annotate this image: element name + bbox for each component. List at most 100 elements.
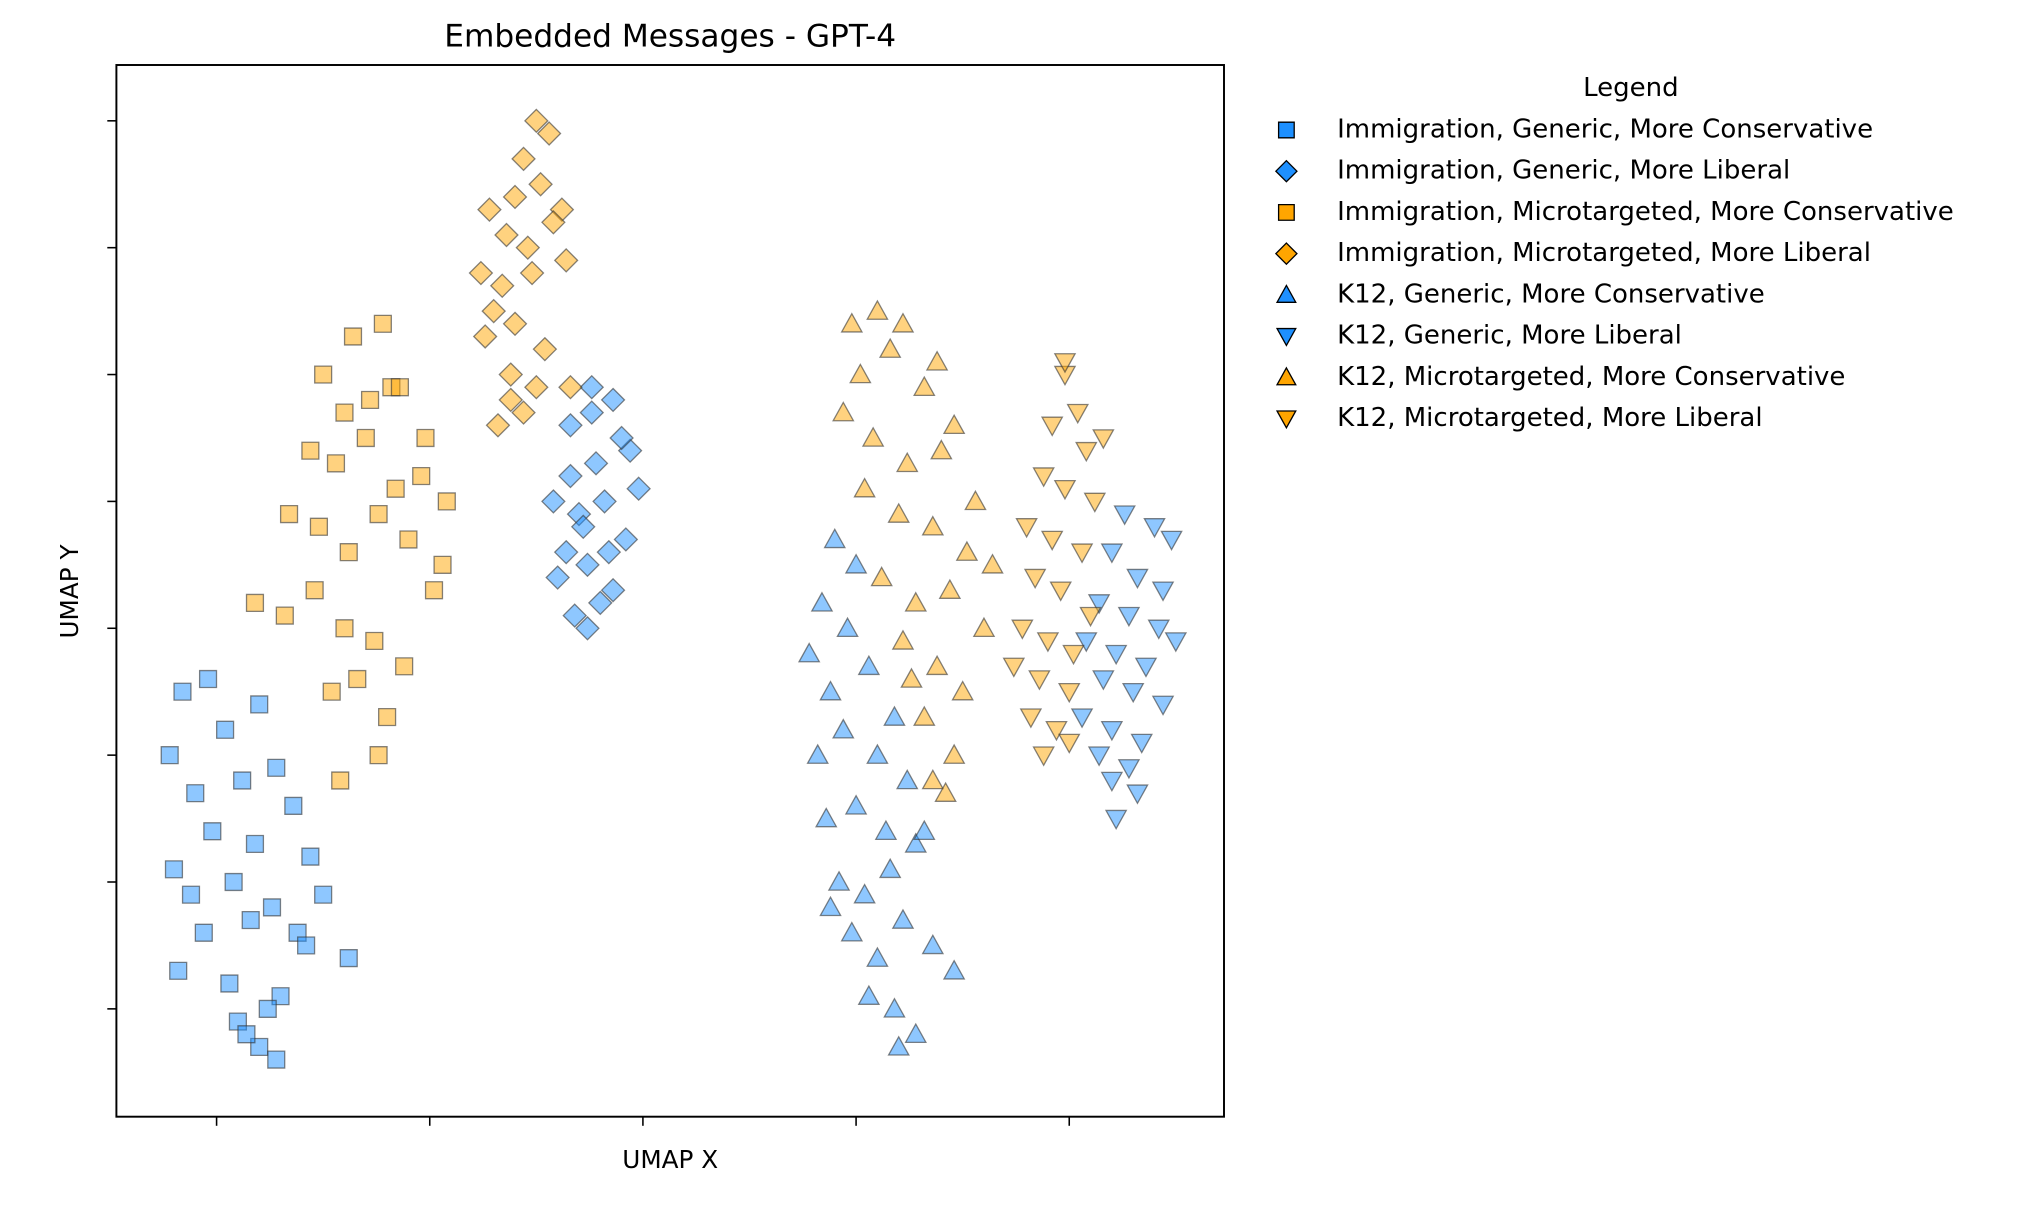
point	[925, 654, 949, 676]
point	[369, 746, 388, 765]
point	[1011, 619, 1034, 640]
legend-label: K12, Generic, More Liberal	[1337, 321, 1682, 351]
point	[925, 350, 949, 371]
legend-marker	[1277, 203, 1295, 221]
point	[600, 577, 626, 603]
point	[498, 387, 524, 413]
point	[844, 794, 868, 815]
point	[913, 819, 936, 841]
point	[938, 578, 962, 599]
x-axis-label: UMAP X	[622, 1145, 718, 1174]
point	[297, 936, 316, 955]
point	[343, 327, 363, 346]
point	[853, 477, 876, 498]
legend-marker	[1277, 121, 1295, 139]
point	[1040, 530, 1064, 551]
point	[536, 121, 562, 146]
point	[836, 616, 859, 638]
point	[399, 530, 418, 549]
point	[613, 527, 639, 552]
point	[1143, 518, 1166, 539]
point	[857, 984, 881, 1005]
point	[1160, 530, 1183, 551]
point	[369, 504, 388, 524]
point	[1019, 708, 1043, 729]
point	[895, 769, 919, 790]
point	[866, 946, 889, 967]
point	[942, 743, 966, 764]
point	[553, 539, 579, 565]
point	[964, 489, 987, 511]
point	[301, 441, 320, 460]
point	[1134, 657, 1158, 678]
point	[814, 807, 838, 828]
point	[314, 885, 333, 904]
point	[1092, 429, 1115, 450]
point	[216, 720, 235, 739]
point	[866, 743, 889, 764]
point	[173, 682, 192, 701]
point	[942, 959, 966, 980]
point	[1057, 682, 1081, 704]
point	[913, 705, 936, 726]
point	[339, 543, 358, 562]
point	[245, 593, 265, 613]
legend-label: K12, Microtargeted, More Liberal	[1337, 403, 1763, 433]
point	[878, 857, 902, 879]
point	[279, 504, 299, 524]
point	[395, 657, 414, 676]
point	[1151, 581, 1175, 602]
point	[806, 743, 829, 764]
point	[284, 796, 303, 815]
point	[981, 553, 1004, 574]
point	[468, 260, 494, 286]
point	[412, 466, 431, 486]
point	[1066, 403, 1090, 425]
point	[532, 336, 558, 362]
legend-marker	[1275, 327, 1297, 347]
point	[511, 400, 536, 425]
point	[275, 606, 294, 625]
point	[891, 908, 915, 929]
point	[1023, 568, 1047, 590]
legend-marker	[1275, 366, 1297, 386]
point	[878, 337, 902, 358]
point	[477, 197, 502, 222]
point	[1083, 492, 1107, 513]
point	[1036, 632, 1060, 653]
point	[494, 222, 519, 248]
point	[1079, 606, 1102, 628]
point	[498, 362, 524, 387]
point	[930, 439, 953, 460]
legend-marker	[1274, 242, 1298, 266]
point	[519, 260, 545, 286]
point	[348, 669, 367, 689]
point	[579, 374, 605, 400]
point	[1126, 568, 1149, 590]
point	[891, 312, 915, 333]
point	[250, 695, 269, 714]
point	[433, 555, 452, 574]
point	[1104, 644, 1128, 666]
point	[904, 832, 928, 853]
point	[309, 517, 329, 536]
point	[1032, 467, 1055, 488]
point	[575, 552, 600, 578]
point	[1117, 606, 1141, 628]
legend-label: Immigration, Microtargeted, More Liberal	[1337, 238, 1871, 268]
legend-marker	[1275, 410, 1297, 430]
point	[1053, 479, 1077, 501]
point	[575, 615, 600, 641]
point	[1117, 759, 1141, 780]
point	[883, 705, 906, 726]
point	[810, 591, 834, 612]
point	[870, 566, 893, 587]
point	[972, 616, 996, 638]
point	[1032, 746, 1055, 767]
point	[844, 553, 868, 574]
point	[819, 680, 842, 701]
point	[1070, 543, 1094, 564]
point	[186, 784, 205, 803]
point	[1100, 543, 1124, 564]
point	[558, 463, 583, 489]
